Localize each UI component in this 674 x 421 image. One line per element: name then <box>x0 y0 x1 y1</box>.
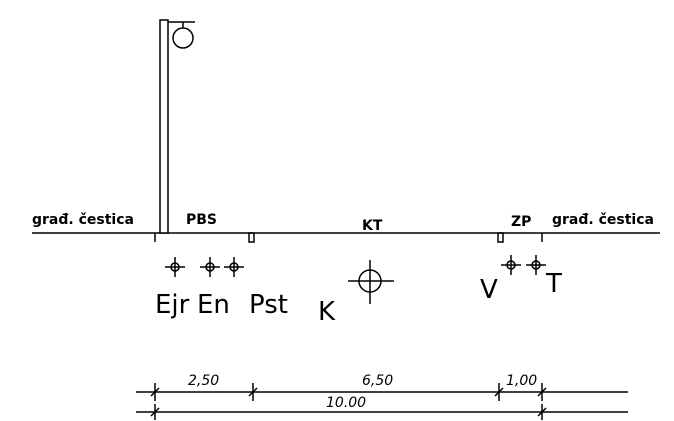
kt-label: KT <box>362 218 383 234</box>
en-marker-2 <box>224 257 244 277</box>
t-marker <box>526 255 546 275</box>
dim-seg2-label: 6,50 <box>362 373 393 389</box>
t-label: T <box>545 269 562 299</box>
curb-left <box>248 232 255 243</box>
en-marker-1 <box>200 257 220 277</box>
zp-label: ZP <box>511 214 531 230</box>
left-parcel-label: građ. čestica <box>32 212 134 228</box>
curb-right <box>497 232 504 243</box>
pbs-label: PBS <box>186 212 217 228</box>
k-label: K <box>318 297 336 327</box>
v-label: V <box>480 275 498 305</box>
k-marker <box>348 260 394 304</box>
ejr-label: Ejr <box>155 290 190 320</box>
ejr-marker <box>165 257 185 277</box>
en-label: En <box>197 290 230 320</box>
dim-seg3-label: 1,00 <box>506 373 537 389</box>
v-marker <box>501 255 521 275</box>
lamp-head <box>172 27 194 49</box>
dim-seg1-label: 2,50 <box>188 373 219 389</box>
lamp-pole <box>159 19 169 234</box>
right-parcel-label: građ. čestica <box>552 212 654 228</box>
pst-label: Pst <box>249 290 288 320</box>
dim-total-label: 10.00 <box>326 395 366 411</box>
